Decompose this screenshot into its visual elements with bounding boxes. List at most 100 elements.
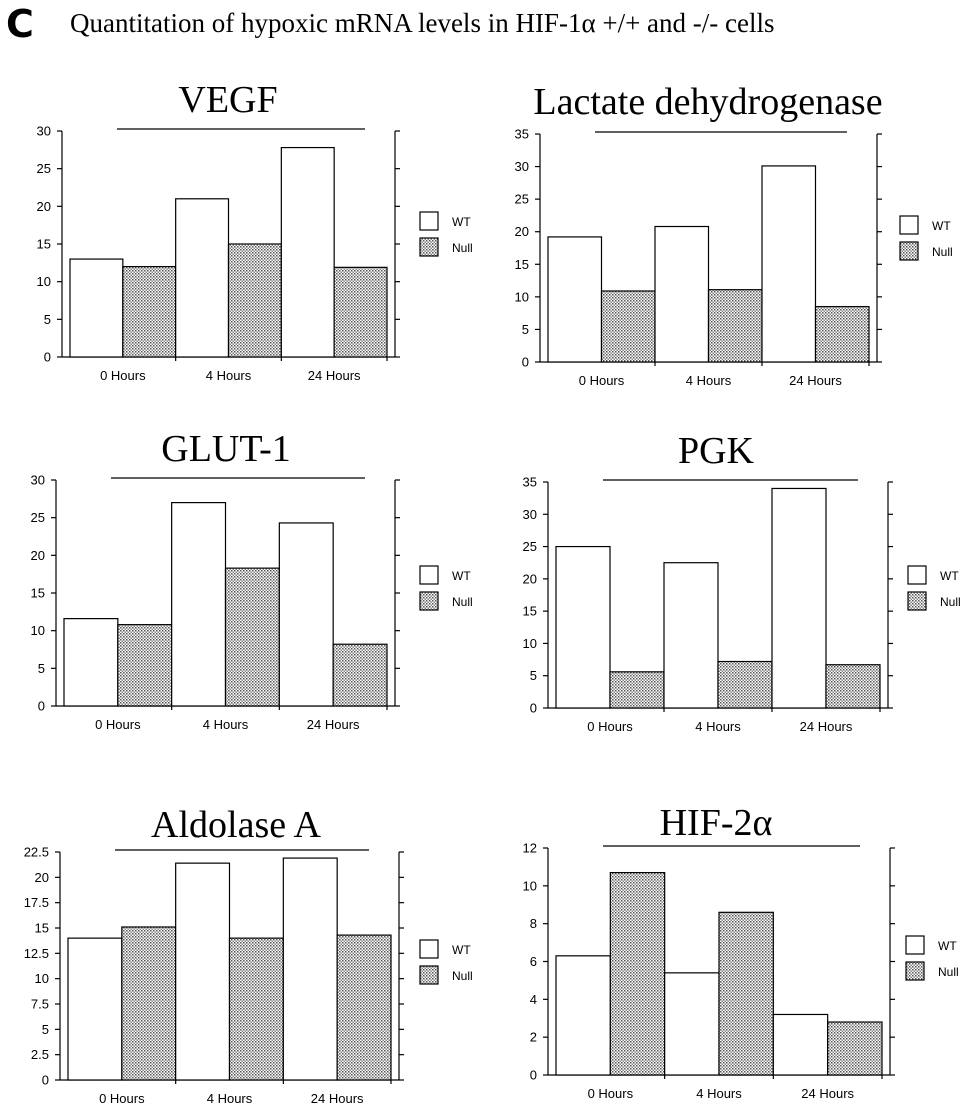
- bar-null: [122, 266, 177, 358]
- bar-null: [707, 289, 763, 363]
- legend-swatch-wt: [905, 935, 925, 955]
- legend-label-wt: WT: [938, 939, 957, 953]
- bar-null: [609, 871, 666, 1076]
- bar-null: [224, 567, 280, 707]
- y-tick-label: 20: [35, 870, 49, 885]
- panel-letter: C: [6, 2, 34, 46]
- legend-label-wt: WT: [932, 219, 951, 233]
- y-tick-label: 22.5: [24, 845, 49, 860]
- bar-wt: [67, 937, 123, 1081]
- bar-null: [600, 290, 656, 363]
- legend: WT Null: [419, 565, 473, 611]
- x-tick-label: 0 Hours: [587, 719, 633, 734]
- bar-wt: [282, 857, 338, 1081]
- bar-wt: [555, 545, 611, 709]
- bar-null: [117, 624, 173, 707]
- y-tick-label: 10: [523, 878, 537, 893]
- bar-null: [717, 660, 773, 709]
- y-tick-label: 12.5: [24, 946, 49, 961]
- y-tick-label: 17.5: [24, 895, 49, 910]
- bar-wt: [547, 236, 603, 363]
- legend: WT Null: [905, 935, 959, 981]
- legend-label-wt: WT: [940, 569, 959, 583]
- chart-title: Lactate dehydrogenase: [533, 81, 882, 123]
- chart-title: PGK: [678, 430, 755, 472]
- y-tick-label: 2.5: [31, 1047, 49, 1062]
- bar-null: [814, 306, 870, 363]
- bar-wt: [175, 862, 231, 1081]
- y-tick-label: 5: [42, 1022, 49, 1037]
- y-tick-label: 35: [515, 127, 529, 142]
- y-tick-label: 25: [37, 161, 51, 176]
- bar-null: [609, 671, 665, 709]
- y-tick-label: 30: [523, 507, 537, 522]
- x-tick-label: 4 Hours: [207, 1091, 253, 1106]
- x-tick-label: 4 Hours: [695, 719, 741, 734]
- chart-panel-1: Lactate dehydrogenase 0 5 10 15 20 25 30 35 0 Hou…: [515, 81, 953, 388]
- bar-wt: [278, 522, 334, 707]
- bar-wt: [664, 972, 720, 1076]
- bar-wt: [69, 258, 124, 358]
- y-tick-label: 10: [515, 289, 529, 304]
- x-tick-label: 4 Hours: [206, 368, 252, 383]
- y-tick-label: 15: [35, 921, 49, 936]
- x-tick-label: 4 Hours: [686, 373, 732, 388]
- y-tick-label: 2: [530, 1030, 537, 1045]
- legend-swatch-wt: [907, 565, 927, 585]
- chart-title: Aldolase A: [151, 804, 321, 846]
- y-tick-label: 10: [31, 623, 45, 638]
- y-tick-label: 15: [515, 257, 529, 272]
- legend: WT Null: [899, 215, 953, 261]
- y-tick-label: 30: [515, 159, 529, 174]
- legend-swatch-null: [907, 591, 927, 611]
- y-tick-label: 15: [31, 586, 45, 601]
- y-tick-label: 10: [523, 636, 537, 651]
- bar-wt: [654, 225, 710, 363]
- x-tick-label: 0 Hours: [579, 373, 625, 388]
- y-tick-label: 25: [515, 192, 529, 207]
- y-tick-label: 5: [530, 668, 537, 683]
- legend-label-null: Null: [932, 245, 953, 259]
- chart-panel-3: PGK 0 5 10 15 20 25 30 35 0 Hours 4 Hours 24 Hours W…: [523, 430, 961, 734]
- bar-wt: [280, 146, 335, 358]
- bar-null: [718, 911, 774, 1076]
- bar-null: [825, 664, 881, 709]
- y-tick-label: 5: [522, 322, 529, 337]
- x-tick-label: 24 Hours: [789, 373, 842, 388]
- legend-label-null: Null: [452, 595, 473, 609]
- legend-swatch-null: [899, 241, 919, 261]
- y-tick-label: 8: [530, 916, 537, 931]
- legend-label-null: Null: [452, 241, 473, 255]
- y-tick-label: 20: [515, 224, 529, 239]
- bar-wt: [761, 165, 817, 363]
- x-tick-label: 0 Hours: [588, 1086, 634, 1101]
- y-tick-label: 10: [37, 274, 51, 289]
- x-tick-label: 4 Hours: [696, 1086, 742, 1101]
- legend-swatch-wt: [899, 215, 919, 235]
- x-tick-label: 4 Hours: [203, 717, 249, 732]
- y-tick-label: 0: [530, 1068, 537, 1083]
- y-tick-label: 0: [522, 355, 529, 370]
- bar-wt: [555, 955, 611, 1076]
- y-tick-label: 5: [38, 661, 45, 676]
- bar-null: [121, 926, 177, 1081]
- legend-swatch-null: [419, 591, 439, 611]
- bar-null: [336, 934, 392, 1081]
- x-tick-label: 24 Hours: [800, 719, 853, 734]
- y-tick-label: 0: [530, 701, 537, 716]
- bar-null: [827, 1021, 883, 1076]
- legend: WT Null: [419, 211, 473, 257]
- y-tick-label: 5: [44, 312, 51, 327]
- y-tick-label: 30: [37, 124, 51, 139]
- legend-label-null: Null: [940, 595, 961, 609]
- y-tick-label: 20: [37, 199, 51, 214]
- y-tick-label: 7.5: [31, 997, 49, 1012]
- legend-label-wt: WT: [452, 215, 471, 229]
- bar-null: [332, 643, 388, 707]
- chart-title: HIF-2α: [660, 802, 773, 844]
- y-tick-label: 0: [44, 350, 51, 365]
- chart-title: VEGF: [178, 79, 277, 121]
- y-tick-label: 20: [31, 548, 45, 563]
